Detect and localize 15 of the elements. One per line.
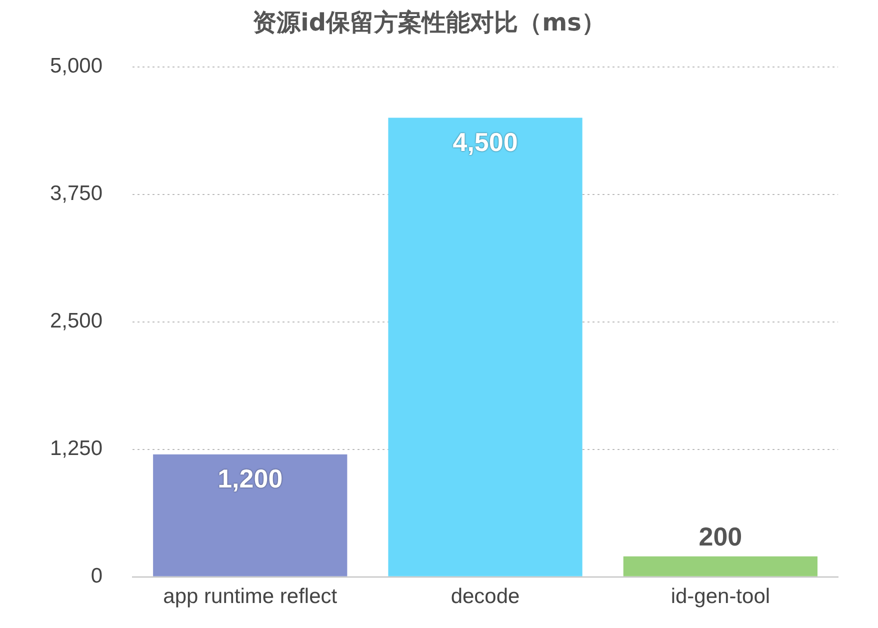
y-tick-label: 2,500 <box>50 310 103 333</box>
data-label: 200 <box>698 522 742 552</box>
bar <box>623 556 818 576</box>
x-tick-label: app runtime reflect <box>163 585 338 608</box>
y-tick-label: 3,750 <box>50 182 103 206</box>
chart-title: 资源id保留方案性能对比（ms） <box>252 8 606 37</box>
x-tick-label: id-gen-tool <box>670 585 770 608</box>
y-tick-label: 0 <box>90 564 103 588</box>
data-label: 4,500 <box>452 126 518 157</box>
data-label: 1,200 <box>218 464 283 494</box>
x-tick-label: decode <box>450 585 520 608</box>
y-tick-label: 5,000 <box>50 54 103 78</box>
bar <box>153 454 348 576</box>
y-tick-label: 1,250 <box>50 437 103 460</box>
bar <box>388 118 582 576</box>
